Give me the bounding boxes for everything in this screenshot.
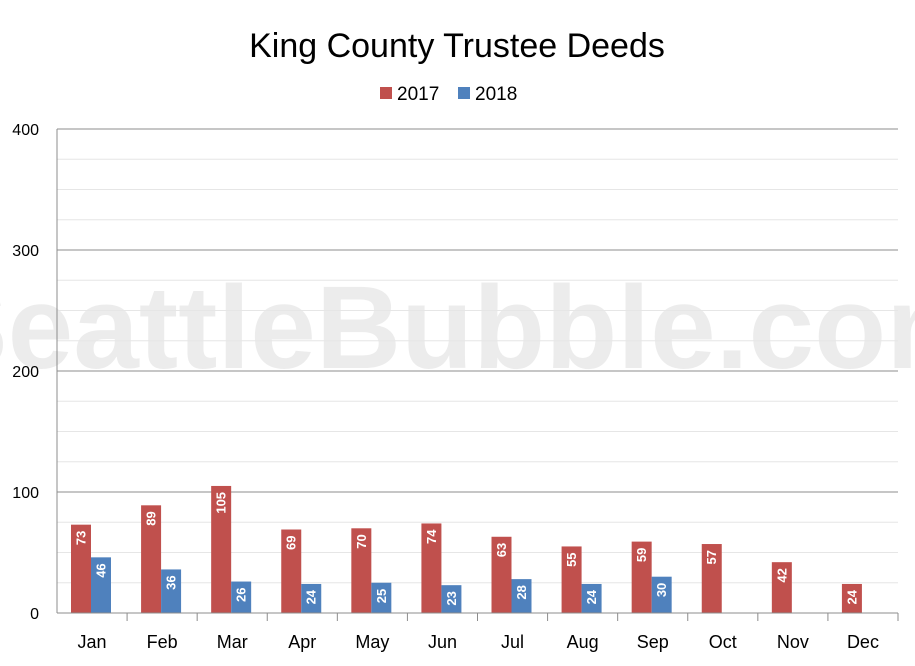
x-tick-label: Jun: [428, 632, 457, 652]
data-label: 46: [94, 563, 109, 577]
data-label: 70: [354, 534, 369, 548]
bar: [91, 557, 111, 613]
bar: [141, 505, 162, 613]
bar: [351, 528, 372, 613]
data-label: 63: [494, 543, 509, 557]
data-labels: 73 89 105 69 70 74 63 55 59 57 42 24 46 36 26 24 25 23 28 2…: [74, 492, 860, 606]
data-label: 23: [444, 591, 459, 605]
bar: [421, 523, 442, 613]
data-label: 24: [304, 589, 319, 604]
legend-label: 2018: [475, 84, 517, 105]
bar: [231, 581, 252, 613]
legend-swatch: [458, 87, 470, 99]
data-label: 24: [844, 589, 859, 604]
bar: [371, 582, 392, 613]
bar: [301, 583, 322, 613]
y-tick-label: 100: [12, 485, 39, 502]
bar: [561, 546, 582, 613]
data-label: 89: [144, 511, 159, 525]
x-tick-label: Dec: [847, 632, 879, 652]
grid: [57, 128, 898, 584]
bar: [511, 579, 532, 613]
data-label: 36: [164, 575, 179, 589]
x-tick-label: Oct: [709, 632, 737, 652]
data-label: 26: [234, 588, 249, 602]
watermark: SeattleBubble.com: [0, 262, 915, 394]
bar: [71, 524, 91, 613]
x-tick-label: Jan: [78, 632, 107, 652]
y-tick-label: 300: [12, 243, 39, 260]
bar: [491, 536, 512, 613]
y-tick-label: 400: [12, 122, 39, 139]
chart-title: King County Trustee Deeds: [249, 27, 665, 65]
bar: [841, 583, 862, 613]
data-label: 25: [374, 589, 389, 603]
y-tick-label: 200: [12, 364, 39, 381]
data-label: 55: [564, 552, 579, 566]
x-tick-label: Apr: [288, 632, 316, 652]
bar: [771, 562, 792, 613]
x-tick-label: Aug: [567, 632, 599, 652]
data-label: 57: [704, 550, 719, 564]
axes: 0 100 200 300 400 Jan Feb Mar Apr May Jun Jul Aug Sep…: [12, 122, 899, 652]
data-label: 24: [584, 589, 599, 604]
bar: [161, 569, 182, 613]
bars: [71, 485, 862, 613]
data-label: 28: [514, 585, 529, 599]
legend-swatch: [380, 87, 392, 99]
x-tick-label: Feb: [147, 632, 178, 652]
bar: [281, 529, 302, 613]
data-label: 59: [634, 548, 649, 562]
bar: [581, 583, 602, 613]
legend-label: 2017: [397, 84, 439, 105]
bar: [701, 544, 722, 613]
x-tick-label: Mar: [217, 632, 248, 652]
x-tick-label: Jul: [501, 632, 524, 652]
data-label: 30: [654, 583, 669, 597]
data-label: 69: [284, 536, 299, 550]
bar: [631, 541, 652, 613]
data-label: 73: [74, 531, 89, 545]
bar: [441, 585, 462, 613]
bar: [651, 576, 672, 613]
bar: [211, 485, 232, 613]
data-label: 42: [774, 568, 789, 582]
legend: 2017 2018: [380, 84, 517, 105]
x-tick-label: May: [355, 632, 389, 652]
data-label: 74: [424, 529, 439, 544]
y-tick-label: 0: [30, 606, 39, 623]
x-tick-label: Sep: [637, 632, 669, 652]
x-tick-label: Nov: [777, 632, 809, 652]
data-label: 105: [214, 492, 229, 514]
